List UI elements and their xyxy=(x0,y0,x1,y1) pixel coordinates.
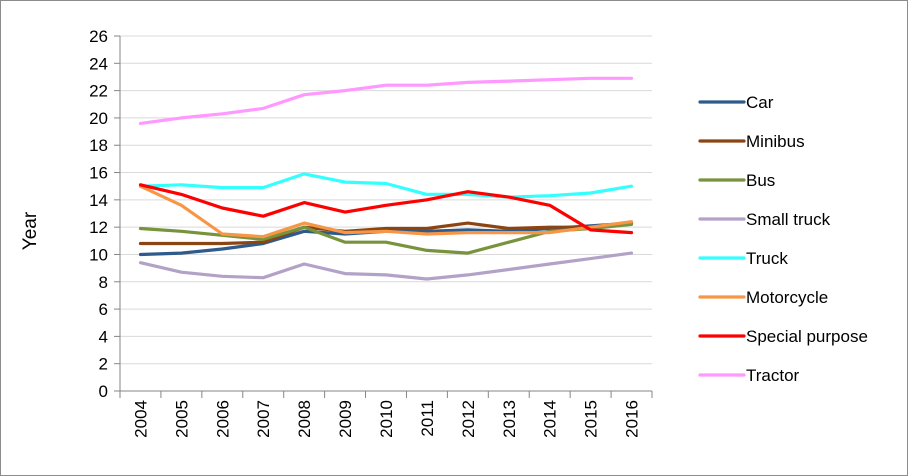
x-tick-label: 2012 xyxy=(459,400,478,438)
y-tick-label: 2 xyxy=(99,355,108,374)
y-tick-label: 24 xyxy=(89,54,108,73)
legend-label-tractor: Tractor xyxy=(746,366,800,385)
series-lines xyxy=(138,76,634,281)
y-tick-label: 4 xyxy=(99,327,108,346)
series-line-small-truck xyxy=(138,251,634,281)
y-tick-label: 10 xyxy=(89,245,108,264)
series-line-special-purpose xyxy=(138,183,634,235)
x-tick-label: 2007 xyxy=(254,400,273,438)
x-tick-label: 2011 xyxy=(418,400,437,437)
y-tick-label: 8 xyxy=(99,273,108,292)
x-tick-label: 2016 xyxy=(623,400,642,438)
x-tick-label: 2010 xyxy=(377,400,396,438)
x-tick-label: 2015 xyxy=(582,400,601,438)
legend-label-special-purpose: Special purpose xyxy=(746,327,868,346)
y-tick-label: 16 xyxy=(89,164,108,183)
y-tick-label: 12 xyxy=(89,218,108,237)
series-line-tractor xyxy=(138,76,634,126)
y-tick-label: 14 xyxy=(89,191,108,210)
series-line-minibus xyxy=(138,221,634,246)
legend: Car Minibus Bus Small truck Truck Motorcycle S… xyxy=(698,93,868,385)
x-tick-label: 2006 xyxy=(213,400,232,438)
legend-label-minibus: Minibus xyxy=(746,132,805,151)
x-tick-label: 2008 xyxy=(295,400,314,438)
y-tick-label: 20 xyxy=(89,109,108,128)
series-line-truck xyxy=(138,172,634,199)
series-line-motorcycle xyxy=(138,184,634,239)
legend-label-small-truck: Small truck xyxy=(746,210,831,229)
legend-label-car: Car xyxy=(746,93,774,112)
x-tick-label: 2013 xyxy=(500,400,519,438)
y-tick-label: 26 xyxy=(89,27,108,46)
y-tick-label: 6 xyxy=(99,300,108,319)
x-tick-label: 2004 xyxy=(131,400,150,438)
x-tick-label: 2014 xyxy=(541,400,560,438)
x-tick-label: 2009 xyxy=(336,400,355,438)
legend-label-motorcycle: Motorcycle xyxy=(746,288,828,307)
y-tick-label: 22 xyxy=(89,82,108,101)
legend-label-bus: Bus xyxy=(746,171,775,190)
y-tick-label: 0 xyxy=(99,382,108,401)
legend-label-truck: Truck xyxy=(746,249,788,268)
y-tick-label: 18 xyxy=(89,136,108,155)
x-tick-label: 2005 xyxy=(172,400,191,438)
y-axis-title: Year xyxy=(20,211,41,250)
